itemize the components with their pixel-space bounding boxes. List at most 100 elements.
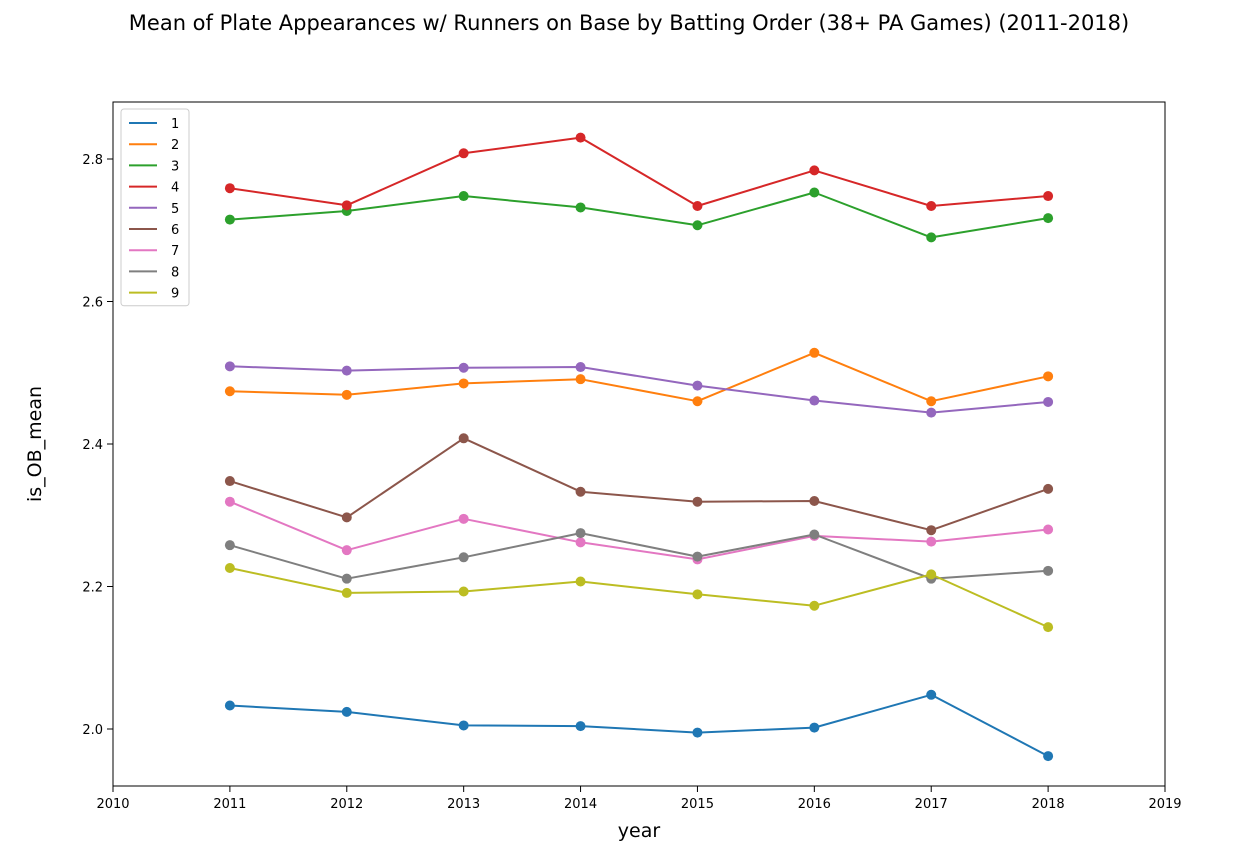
x-tick-label: 2013: [447, 797, 480, 812]
series-2-point: [575, 374, 586, 385]
chart-title: Mean of Plate Appearances w/ Runners on …: [129, 11, 1129, 35]
series-7-line: [229, 500, 1049, 561]
series-4-point: [926, 201, 937, 212]
legend-item-7: 7: [129, 244, 179, 259]
series-1-point: [341, 706, 352, 717]
series-2-point: [926, 396, 937, 407]
series-8-point: [224, 540, 235, 551]
series-8-point: [341, 573, 352, 584]
series-4: [224, 132, 1054, 212]
series-6-point: [224, 476, 235, 487]
series-7-point: [458, 513, 469, 524]
series-4-point: [224, 183, 235, 194]
series-2-point: [341, 389, 352, 400]
series-4-point: [692, 201, 703, 212]
series-4-point: [1043, 191, 1054, 202]
series-3-point: [458, 191, 469, 202]
series-layer: [224, 132, 1054, 762]
series-7-point: [224, 496, 235, 507]
series-8-point: [1043, 565, 1054, 576]
legend-item-1: 1: [129, 117, 179, 132]
legend-item-2: 2: [129, 138, 179, 153]
series-5-point: [575, 362, 586, 373]
series-9-line: [229, 567, 1049, 629]
series-5-point: [1043, 396, 1054, 407]
series-4-point: [341, 200, 352, 211]
y-tick-label: 2.4: [82, 438, 103, 453]
series-3: [224, 187, 1054, 243]
x-tick-label: 2016: [798, 797, 831, 812]
x-tick-label: 2011: [213, 797, 246, 812]
series-6-point: [809, 496, 820, 506]
series-8-point: [458, 552, 469, 563]
series-7-point: [341, 545, 352, 556]
series-1-point: [458, 720, 469, 731]
series-6-point: [575, 486, 586, 497]
series-3-point: [926, 232, 937, 243]
series-5: [224, 361, 1054, 418]
series-2-point: [1043, 371, 1054, 382]
series-4-point: [458, 148, 469, 159]
series-1-point: [692, 727, 703, 738]
legend-label: 6: [171, 223, 179, 238]
series-5-point: [341, 365, 352, 376]
series-2-line: [229, 351, 1049, 403]
legend-item-5: 5: [129, 202, 179, 217]
legend-label: 7: [171, 244, 179, 259]
series-6-line: [229, 437, 1049, 532]
legend: 1 2 3 4 5 6 7 8 9: [120, 108, 190, 307]
series-6-point: [926, 525, 937, 536]
legend-label: 3: [171, 159, 179, 174]
series-8-point: [692, 551, 703, 562]
series-2: [224, 347, 1054, 407]
legend-item-4: 4: [129, 181, 179, 196]
y-axis-label: is_OB_mean: [24, 386, 46, 502]
series-9-point: [692, 589, 703, 600]
series-1-line: [229, 693, 1049, 757]
x-axis: 2010 2011 2012 2013 2014 2015 2016 2017 2018 2019: [96, 786, 1182, 812]
series-5-point: [809, 395, 820, 406]
legend-label: 8: [171, 265, 179, 280]
series-9-point: [809, 600, 820, 611]
series-3-line: [229, 191, 1049, 239]
series-1: [224, 689, 1054, 762]
legend-item-9: 9: [129, 287, 179, 302]
x-tick-label: 2019: [1148, 797, 1181, 812]
series-1-point: [224, 700, 235, 711]
legend-label: 5: [171, 202, 179, 217]
x-tick-label: 2012: [330, 797, 363, 812]
legend-label: 4: [171, 181, 179, 196]
series-6: [224, 433, 1054, 536]
y-tick-label: 2.0: [82, 723, 103, 738]
series-2-point: [809, 347, 820, 358]
series-9: [224, 562, 1054, 633]
series-3-point: [224, 214, 235, 225]
x-tick-label: 2017: [915, 797, 948, 812]
series-8: [224, 528, 1054, 584]
series-3-point: [809, 187, 820, 198]
x-tick-label: 2018: [1032, 797, 1065, 812]
legend-label: 1: [171, 117, 179, 132]
x-tick-label: 2010: [96, 797, 129, 812]
x-tick-label: 2014: [564, 797, 597, 812]
y-tick-label: 2.8: [82, 153, 103, 168]
series-9-point: [926, 569, 937, 580]
series-1-point: [926, 689, 937, 700]
series-5-point: [458, 362, 469, 373]
series-5-point: [926, 407, 937, 418]
series-2-point: [458, 378, 469, 389]
series-3-point: [1043, 213, 1054, 224]
series-4-point: [809, 165, 820, 176]
series-2-point: [692, 396, 703, 407]
series-4-point: [575, 132, 586, 143]
series-8-point: [809, 529, 820, 540]
series-6-point: [458, 433, 469, 444]
x-tick-label: 2015: [681, 797, 714, 812]
series-1-point: [809, 722, 820, 733]
series-5-point: [224, 361, 235, 372]
series-7-point: [1043, 524, 1054, 535]
series-2-point: [224, 386, 235, 397]
legend-label: 2: [171, 138, 179, 153]
y-axis: 2.0 2.2 2.4 2.6 2.8: [82, 153, 113, 738]
